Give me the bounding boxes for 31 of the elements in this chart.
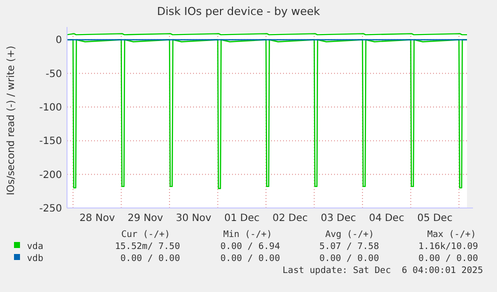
text: 0.00 / 0.00 [220, 254, 280, 264]
y-tick-label: -250 [39, 204, 62, 214]
y-tick-label: -200 [39, 170, 62, 181]
y-axis-title: IOs/second read (-) / write (+) [6, 46, 17, 196]
text: Last update: Sat Dec 6 04:00:01 2025 [282, 266, 483, 276]
y-tick-label: -150 [39, 136, 62, 148]
text: 5.07 / 7.58 [319, 242, 379, 252]
x-tick-label: 30 Nov [176, 213, 212, 224]
chart-title: Disk IOs per device - by week [156, 5, 321, 18]
x-tick-label: 29 Nov [128, 213, 164, 224]
text: 0.00 / 0.00 [319, 254, 379, 264]
y-tick-label: -50 [46, 68, 62, 80]
text: Max (-/+) [427, 230, 476, 240]
text: Min (-/+) [223, 230, 272, 240]
y-tick-label: 0 [56, 35, 62, 46]
x-tick-label: 03 Dec [320, 213, 356, 224]
y-tick-label: -100 [39, 102, 62, 114]
legend-label: vda [27, 242, 44, 252]
text: 1.16k/10.09 [418, 242, 478, 252]
text: 0.00 / 0.00 [418, 254, 478, 264]
x-tick-label: 28 Nov [79, 213, 115, 224]
text: Cur (-/+) [121, 230, 170, 240]
x-tick-label: 05 Dec [417, 213, 452, 224]
text: 0.00 / 6.94 [220, 242, 280, 252]
text: 0.00 / 0.00 [120, 254, 180, 264]
x-tick-label: 04 Dec [368, 213, 404, 224]
x-tick-label: 02 Dec [272, 213, 308, 224]
legend-label: vdb [27, 254, 44, 264]
text: Avg (-/+) [325, 230, 374, 240]
x-tick-label: 01 Dec [224, 213, 260, 224]
text: 15.52m/ 7.50 [114, 242, 180, 252]
